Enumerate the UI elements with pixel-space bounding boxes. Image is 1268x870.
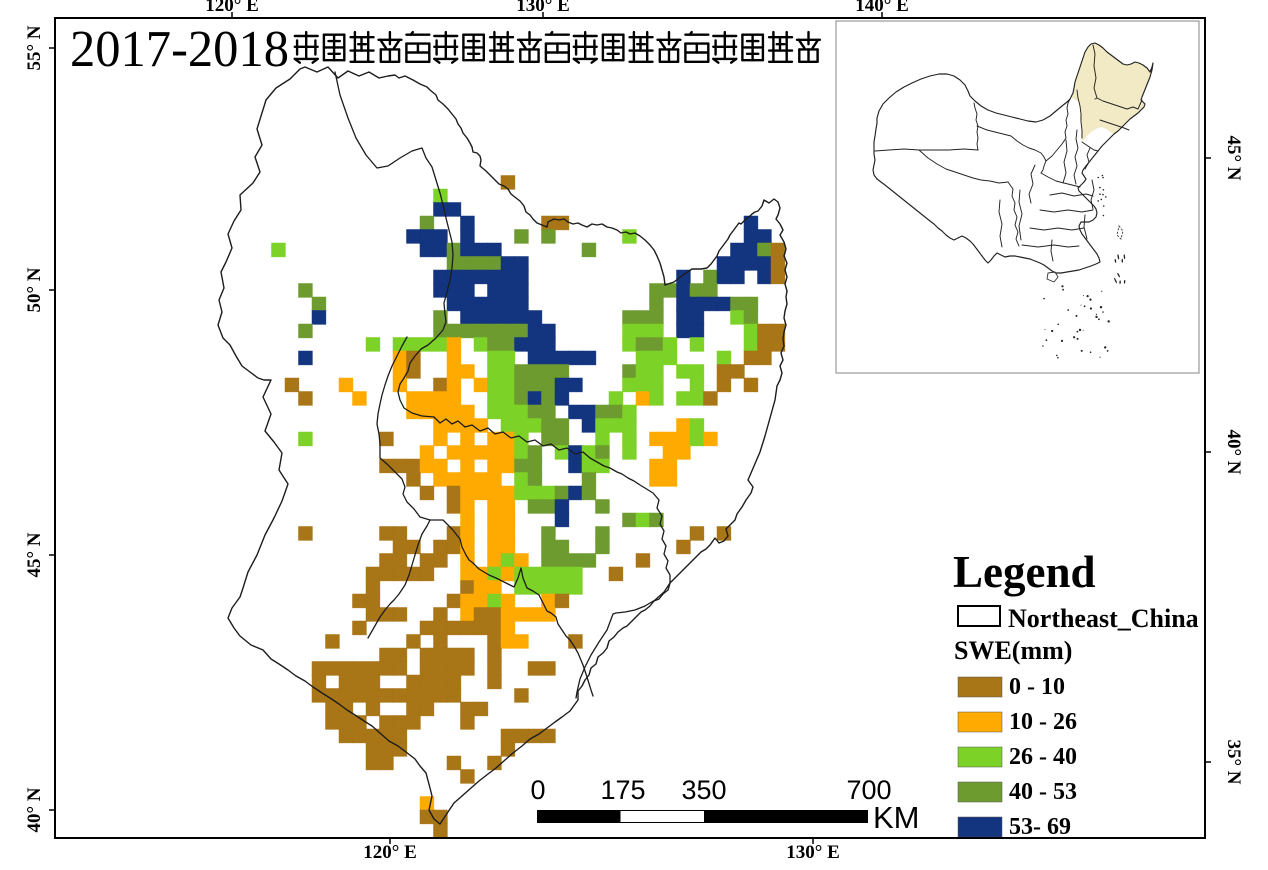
svg-text:140° E: 140° E [855,0,909,16]
svg-text:KM: KM [873,800,920,835]
svg-text:Legend: Legend [953,547,1096,597]
svg-text:40° N: 40° N [24,787,45,832]
svg-text:45° N: 45° N [1223,135,1244,180]
svg-text:2017-2018: 2017-2018 [70,21,289,78]
svg-text:0 - 10: 0 - 10 [1009,674,1065,700]
svg-text:40 - 53: 40 - 53 [1009,779,1077,805]
svg-text:55° N: 55° N [24,25,45,70]
svg-text:53- 69: 53- 69 [1009,814,1071,840]
svg-text:120° E: 120° E [205,0,259,16]
svg-text:50° N: 50° N [24,267,45,312]
svg-text:SWE(mm): SWE(mm) [954,636,1072,665]
svg-text:700: 700 [846,775,891,805]
svg-text:175: 175 [600,775,645,805]
svg-text:35° N: 35° N [1223,739,1244,784]
svg-text:130° E: 130° E [516,0,570,16]
svg-text:26 - 40: 26 - 40 [1009,744,1077,770]
svg-text:40° N: 40° N [1223,429,1244,474]
svg-text:0: 0 [530,775,545,805]
svg-text:Northeast_China: Northeast_China [1008,604,1199,633]
svg-text:130° E: 130° E [786,842,840,863]
svg-text:120° E: 120° E [363,842,417,863]
svg-text:45° N: 45° N [24,532,45,577]
svg-text:350: 350 [681,775,726,805]
svg-text:10 - 26: 10 - 26 [1009,709,1077,735]
